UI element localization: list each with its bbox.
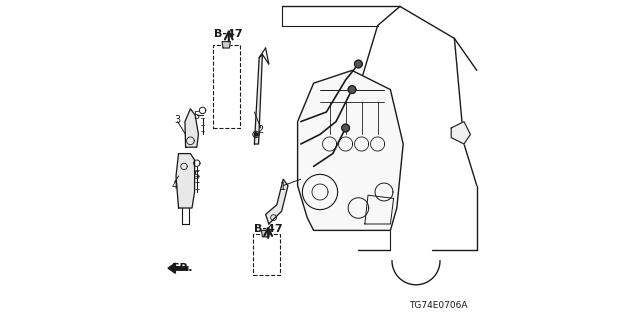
- Text: B-47: B-47: [254, 224, 282, 234]
- Polygon shape: [298, 70, 403, 230]
- Bar: [253, 234, 280, 275]
- Text: 1: 1: [280, 182, 286, 192]
- Text: TG74E0706A: TG74E0706A: [409, 301, 468, 310]
- Polygon shape: [185, 109, 198, 147]
- Polygon shape: [255, 133, 258, 136]
- Polygon shape: [254, 54, 262, 144]
- Polygon shape: [342, 124, 349, 132]
- Text: 5: 5: [194, 111, 200, 121]
- Text: 3: 3: [175, 115, 180, 125]
- Polygon shape: [168, 263, 175, 273]
- Polygon shape: [266, 179, 288, 224]
- Bar: [212, 45, 240, 128]
- Polygon shape: [355, 60, 362, 68]
- Text: FR.: FR.: [172, 263, 192, 273]
- Text: 5: 5: [194, 171, 200, 181]
- Polygon shape: [262, 230, 270, 237]
- Text: 2: 2: [258, 124, 264, 135]
- Polygon shape: [176, 154, 195, 208]
- Polygon shape: [348, 86, 356, 93]
- Polygon shape: [222, 42, 230, 48]
- Text: 4: 4: [172, 180, 177, 191]
- Polygon shape: [451, 122, 470, 144]
- Text: B-47: B-47: [214, 28, 243, 39]
